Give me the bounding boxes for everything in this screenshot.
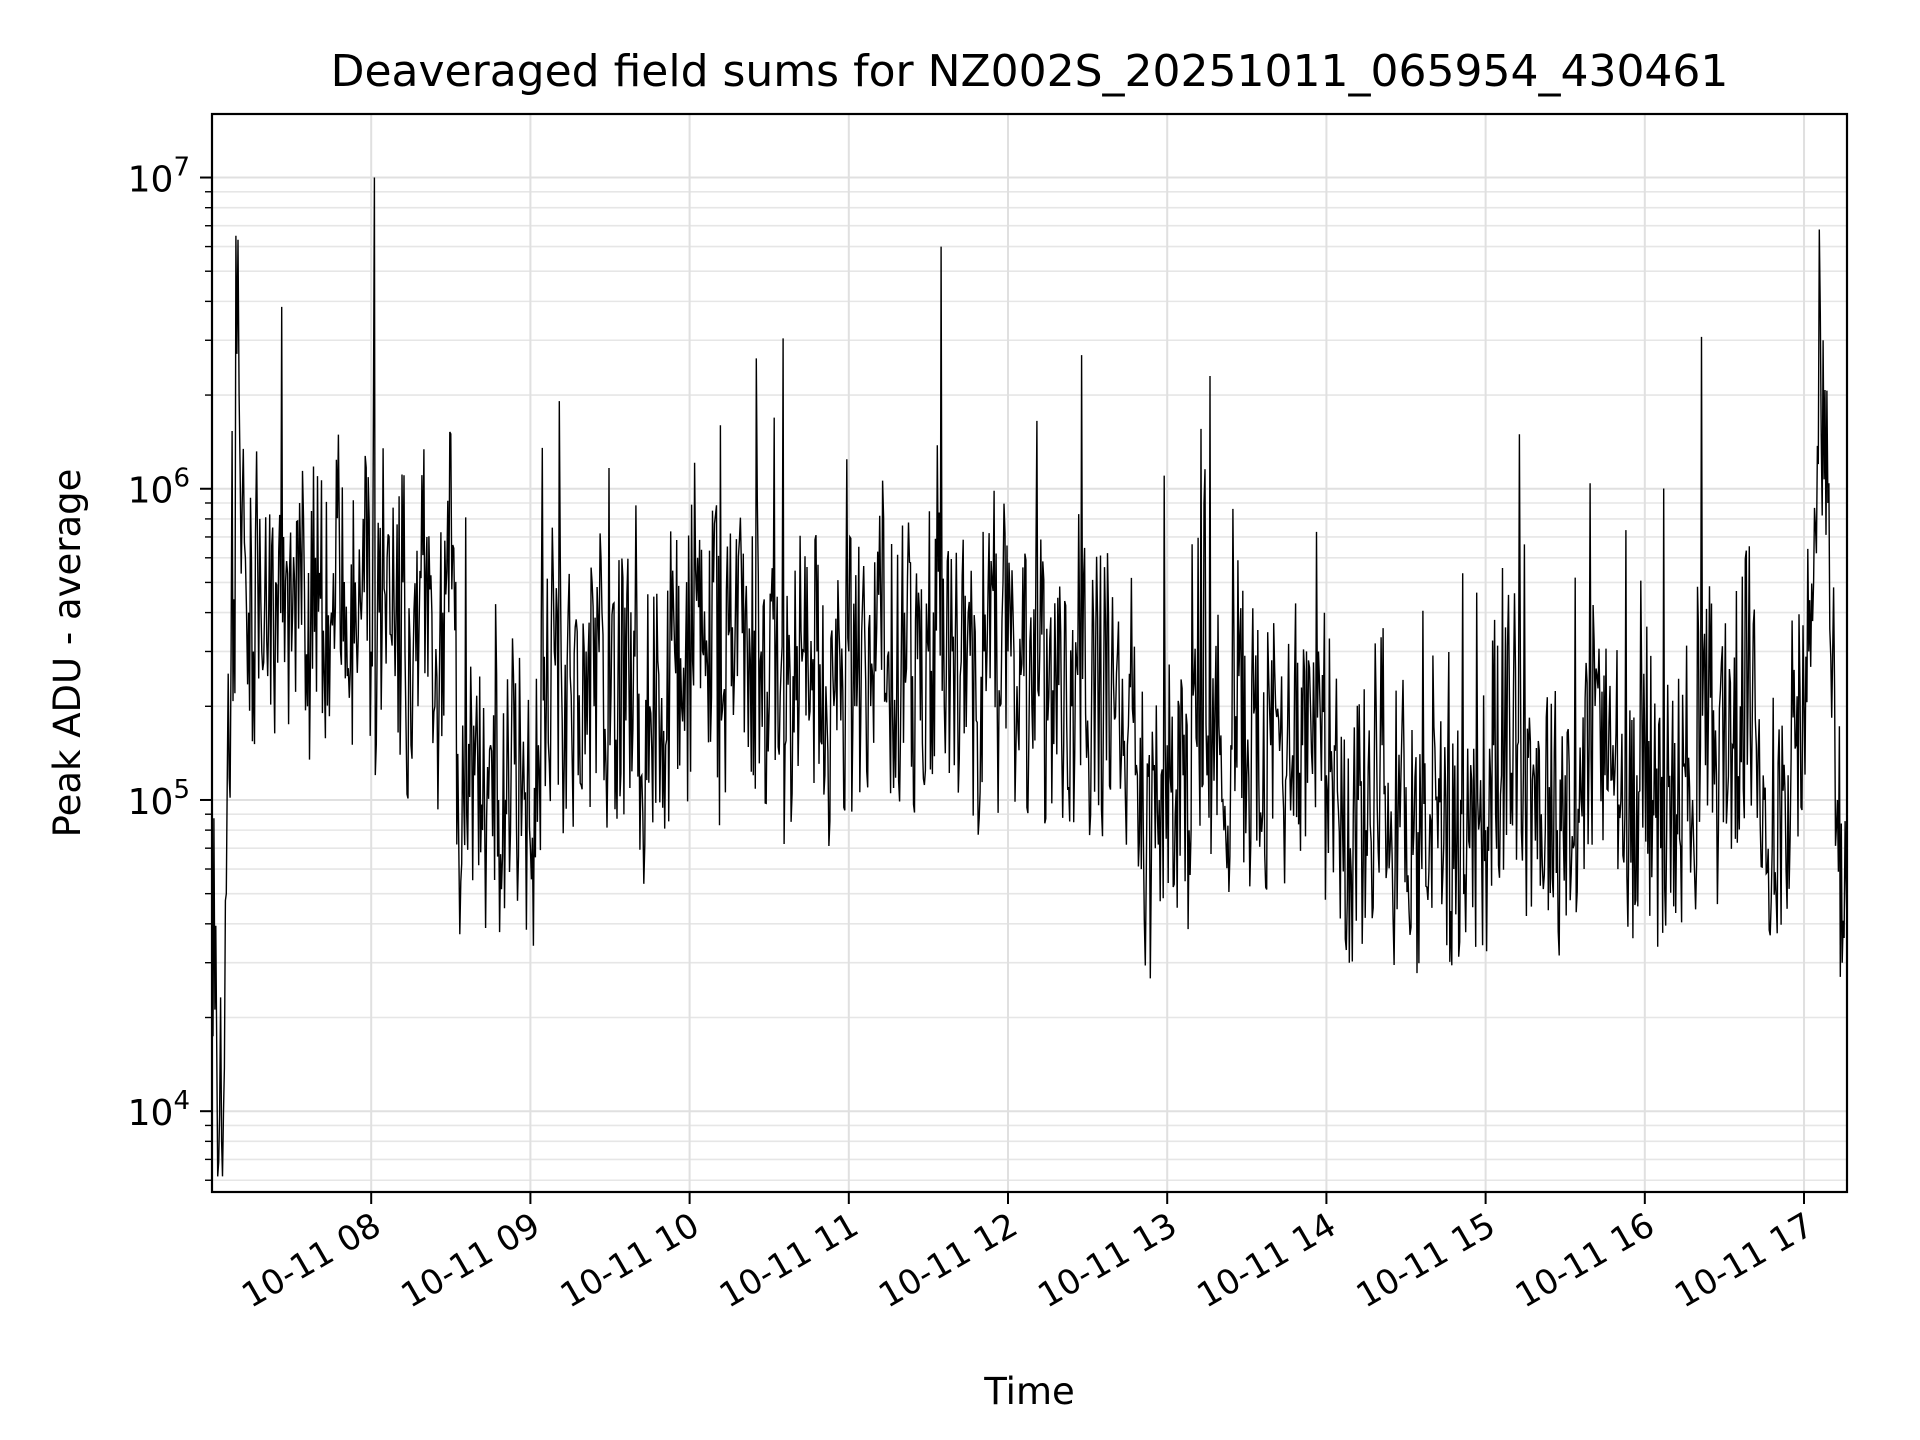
y-tick-label: 107 bbox=[128, 153, 190, 201]
y-tick-label: 106 bbox=[128, 464, 190, 512]
series-layer bbox=[211, 177, 1848, 1177]
series-line-peak-adu bbox=[211, 177, 1848, 1177]
chart-title: Deaveraged field sums for NZ002S_2025101… bbox=[331, 46, 1729, 97]
y-tick-label: 104 bbox=[128, 1086, 190, 1134]
x-axis-label: Time bbox=[983, 1370, 1075, 1413]
y-tick-label: 105 bbox=[128, 775, 190, 823]
y-axis-label: Peak ADU - average bbox=[46, 469, 89, 838]
plot-frame bbox=[210, 112, 1849, 1194]
